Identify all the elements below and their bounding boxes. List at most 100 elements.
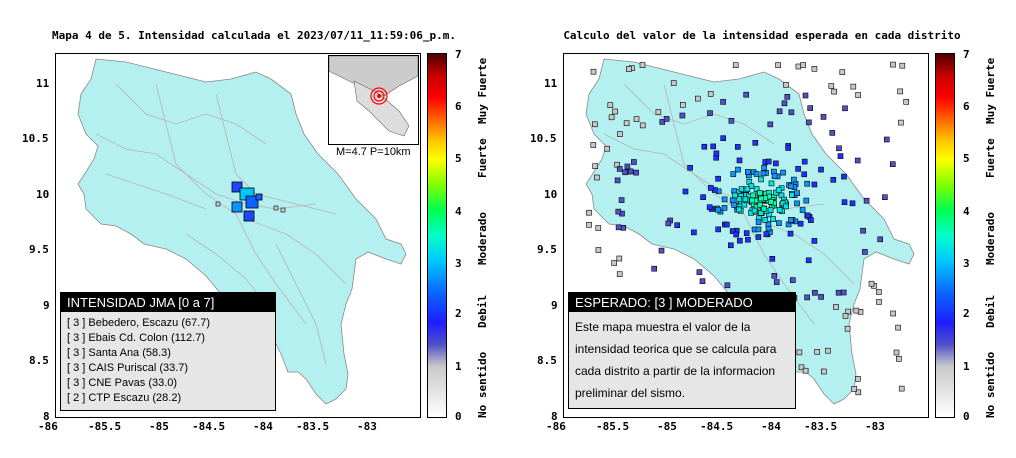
district-marker (708, 185, 714, 191)
district-marker (680, 101, 686, 108)
district-marker (651, 265, 657, 272)
district-marker (639, 62, 646, 68)
district-marker (789, 192, 795, 198)
district-marker (768, 180, 775, 187)
x-tick: -85.5 (88, 420, 122, 433)
district-marker (790, 277, 796, 283)
district-marker (903, 98, 910, 105)
y-tick: 10 (544, 188, 558, 201)
district-marker (769, 256, 776, 262)
district-marker (735, 144, 741, 150)
district-marker (622, 169, 628, 176)
colorbar-tick: 1 (455, 360, 462, 373)
district-marker (829, 130, 836, 136)
district-marker (752, 140, 759, 146)
district-marker (586, 209, 592, 216)
district-marker (830, 177, 837, 183)
district-marker (841, 199, 848, 205)
x-tick: -83.5 (804, 420, 838, 433)
x-tick: -85 (149, 420, 169, 433)
district-marker (765, 158, 772, 165)
district-marker (820, 368, 827, 375)
station-marker (231, 181, 243, 193)
district-marker (795, 63, 802, 70)
district-marker (784, 93, 791, 100)
map-title: Mapa 4 de 5. Intensidad calculada el 202… (52, 29, 456, 42)
station-marker (273, 205, 279, 211)
district-marker (701, 143, 708, 150)
district-marker (733, 231, 739, 238)
station-legend: INTENSIDAD JMA [0 a 7] [ 3 ] Bebedero, E… (60, 292, 276, 411)
district-marker (850, 83, 857, 90)
district-marker (715, 226, 721, 233)
district-marker (776, 108, 783, 115)
y-tick: 9.5 (537, 243, 557, 256)
district-marker (763, 231, 770, 237)
colorbar-category: No sentido (984, 351, 997, 418)
district-marker (897, 88, 904, 95)
legend-row: [ 3 ] Bebedero, Escazu (67.7) (67, 317, 211, 329)
district-marker (592, 163, 599, 169)
district-marker (679, 112, 686, 119)
district-marker (760, 170, 767, 177)
station-marker (245, 195, 259, 209)
y-tick: 10.5 (530, 132, 557, 145)
magnitude-label: M=4.7 P=10km (336, 146, 411, 158)
district-marker (831, 88, 837, 95)
district-marker (820, 114, 827, 120)
district-marker (802, 367, 809, 374)
station-marker (231, 201, 243, 213)
x-tick: -83.5 (296, 420, 330, 433)
district-marker (898, 119, 904, 126)
district-marker (804, 180, 810, 187)
colorbar-tick: 7 (455, 48, 462, 61)
x-tick: -86 (546, 420, 566, 433)
y-tick: 9 (551, 299, 558, 312)
district-marker (862, 249, 868, 255)
colorbar-tick: 5 (455, 152, 462, 165)
colorbar-tick: 4 (963, 205, 970, 218)
district-marker (776, 220, 782, 226)
district-marker (742, 196, 749, 203)
district-marker (624, 163, 631, 170)
district-marker (836, 145, 842, 152)
y-tick: 8 (551, 410, 558, 423)
district-marker (729, 228, 736, 234)
colorbar-category: Fuerte (476, 138, 489, 178)
district-marker (724, 282, 731, 289)
colorbar-tick: 2 (963, 307, 970, 320)
colorbar-category: Moderado (476, 212, 489, 265)
district-marker (798, 364, 805, 371)
intensity-colorbar (935, 53, 955, 418)
district-marker (855, 375, 861, 382)
district-marker (787, 230, 794, 237)
district-marker (663, 116, 670, 122)
district-marker (890, 310, 896, 317)
district-marker (783, 203, 789, 210)
costa-rica-shape (585, 58, 915, 405)
district-marker (618, 197, 625, 203)
district-marker (767, 121, 774, 128)
district-marker (839, 69, 846, 75)
district-marker (860, 227, 866, 234)
district-marker (825, 347, 831, 354)
district-marker (761, 164, 767, 171)
district-marker (799, 207, 806, 213)
district-marker (728, 242, 734, 249)
district-marker (844, 325, 851, 332)
legend-row: [ 3 ] CAIS Puriscal (33.7) (67, 362, 189, 374)
district-marker (818, 166, 824, 173)
colorbar-tick: 3 (963, 257, 970, 270)
district-marker (801, 171, 807, 178)
district-marker (748, 183, 755, 189)
district-marker (788, 183, 794, 190)
district-marker (776, 207, 783, 213)
district-marker (877, 236, 884, 243)
district-marker (753, 171, 760, 177)
y-tick: 9 (43, 299, 50, 312)
costa-rica-shape (77, 58, 407, 405)
district-marker (757, 190, 763, 196)
district-marker (889, 161, 896, 167)
district-marker (765, 221, 772, 227)
district-marker (736, 196, 742, 202)
